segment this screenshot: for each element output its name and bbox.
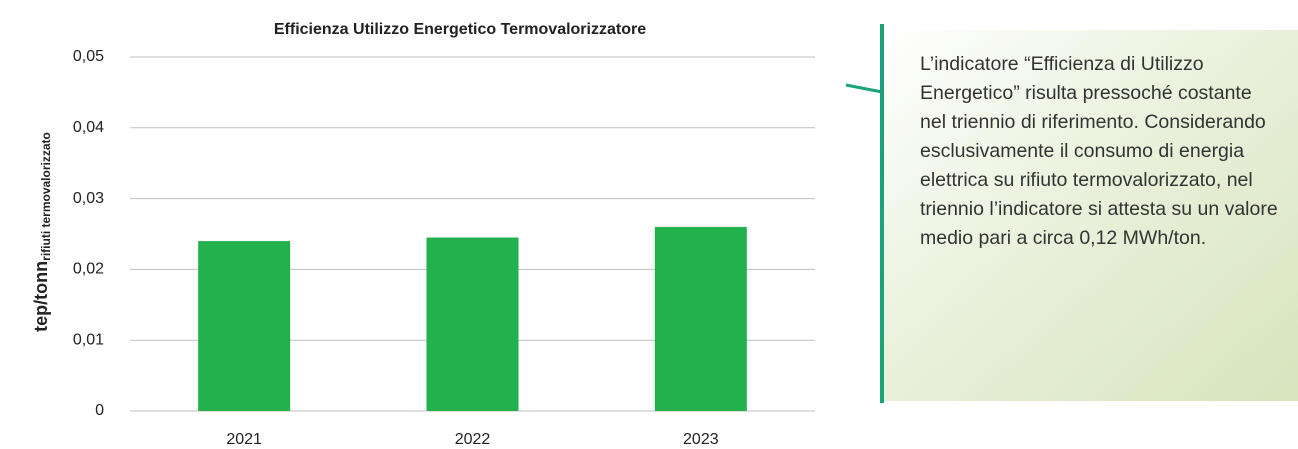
y-axis-label-main: tep/tonn — [31, 261, 51, 332]
y-tick-label: 0,03 — [73, 190, 104, 207]
y-tick-label: 0,01 — [73, 331, 104, 348]
x-tick-label: 2023 — [683, 431, 719, 448]
x-tick-label: 2021 — [226, 431, 262, 448]
y-tick-label: 0,02 — [73, 261, 104, 278]
bar — [654, 226, 747, 411]
y-tick-label: 0 — [95, 402, 104, 419]
y-tick-label: 0,04 — [73, 119, 104, 136]
note-pointer — [845, 83, 883, 94]
chart-title: Efficienza Utilizzo Energetico Termovalo… — [274, 21, 646, 38]
bar — [426, 237, 519, 411]
y-axis-label-sub: rifiuti termovalorizzato — [39, 132, 53, 261]
y-tick-label: 0,05 — [73, 48, 104, 65]
bar — [198, 241, 291, 411]
y-axis-label: tep/tonnrifiuti termovalorizzato — [31, 132, 53, 332]
note-box: L’indicatore “Efficienza di Utilizzo Ene… — [884, 30, 1298, 401]
x-tick-label: 2022 — [455, 431, 491, 448]
